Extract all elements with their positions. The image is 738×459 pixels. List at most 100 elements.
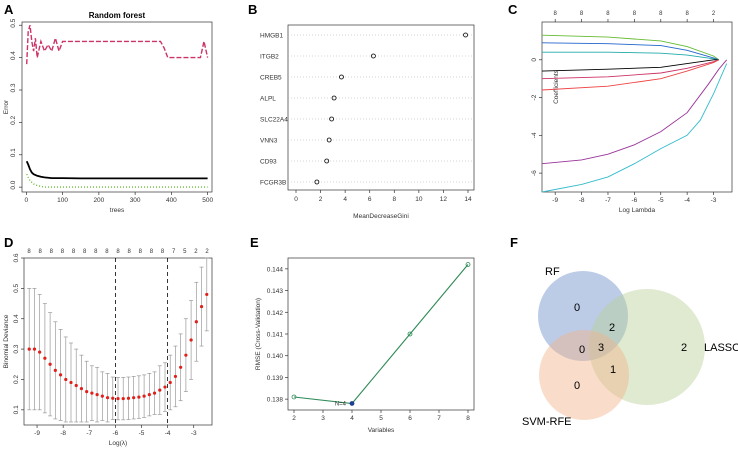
venn-region-count: 0 bbox=[574, 380, 580, 392]
panel-letter-d: D bbox=[4, 235, 13, 250]
gini-category-label: HMGB1 bbox=[260, 33, 284, 40]
plot-frame-c bbox=[541, 21, 733, 193]
panel-c-lasso-coefficients: -9 -8 -7 -6 -5 -4 -3 8 8 8 8 8 8 2 -6 -4 -2 0 Log Lambda Co… bbox=[531, 11, 733, 214]
x-tick-label-d: -6 bbox=[112, 430, 118, 437]
panel-d-lasso-cv: -9 -8 -7 -6 -5 -4 -3 8 8 8 8 8 8 8 8 8 8 8 8 8 7 5 2 2 0.1 0.2 0.3… bbox=[3, 249, 213, 447]
venn-region-count: 0 bbox=[574, 302, 580, 314]
x-tick-label-c: -4 bbox=[684, 197, 690, 204]
top-tick-label-d: 8 bbox=[27, 249, 31, 255]
y-tick-label-c: -6 bbox=[531, 170, 538, 176]
venn-region-count: 0 bbox=[579, 344, 585, 356]
coef-path-1 bbox=[541, 42, 719, 61]
venn-region-count: 2 bbox=[609, 322, 615, 334]
rmse-point bbox=[291, 394, 297, 400]
top-tick-label-c: 8 bbox=[554, 11, 558, 17]
y-axis-label-d: Binomial Deviance bbox=[3, 314, 10, 368]
gini-point bbox=[314, 179, 320, 185]
top-tick-label-d: 8 bbox=[94, 249, 98, 255]
top-tick-label-c: 2 bbox=[712, 11, 716, 17]
y-tick-label-d: 0.1 bbox=[13, 405, 20, 414]
top-tick-label-d: 8 bbox=[83, 249, 87, 255]
x-tick-label-e: 7 bbox=[437, 415, 441, 422]
x-tick-label-a: 300 bbox=[130, 197, 141, 204]
cv-point bbox=[173, 374, 178, 379]
top-tick-label-d: 2 bbox=[194, 249, 198, 255]
top-tick-label-d: 8 bbox=[139, 249, 143, 255]
cv-point bbox=[179, 365, 183, 369]
best-n-label: N=4 bbox=[335, 401, 347, 407]
venn-set-label: LASSO bbox=[704, 342, 738, 354]
top-tick-label-c: 8 bbox=[685, 11, 689, 17]
top-tick-label-d: 7 bbox=[172, 249, 176, 255]
x-tick-label-e: 8 bbox=[466, 415, 470, 422]
cv-point bbox=[126, 396, 131, 400]
cv-point bbox=[137, 395, 141, 399]
cv-point bbox=[147, 393, 151, 397]
panel-letter-a: A bbox=[4, 2, 14, 17]
x-tick-label-e: 4 bbox=[350, 415, 354, 422]
x-tick-label-b: 6 bbox=[368, 196, 372, 203]
cv-point bbox=[43, 356, 47, 360]
y-tick-label-a: 0.0 bbox=[10, 180, 17, 189]
cv-point bbox=[58, 373, 63, 377]
y-tick-label-d: 0.3 bbox=[13, 344, 20, 353]
panel-letter-f: F bbox=[510, 235, 518, 250]
gini-point bbox=[370, 53, 376, 59]
x-tick-label-c: -6 bbox=[631, 197, 637, 204]
gini-category-label: CREB5 bbox=[260, 75, 282, 82]
cv-point bbox=[205, 292, 209, 297]
top-tick-label-c: 8 bbox=[659, 11, 663, 17]
x-tick-label-b: 4 bbox=[343, 196, 347, 203]
cv-point bbox=[95, 393, 99, 397]
panel-a-random-forest: Random forest 0 100 200 300 400 500 0.0 0.1 0.2 0.… bbox=[3, 11, 213, 214]
x-tick-label-b: 8 bbox=[392, 196, 396, 203]
top-tick-label-d: 8 bbox=[127, 249, 131, 255]
x-tick-label-e: 6 bbox=[408, 415, 412, 422]
x-tick-label-d: -9 bbox=[34, 430, 40, 437]
gini-category-label: ALPL bbox=[260, 96, 276, 103]
plot-frame-e bbox=[287, 257, 475, 411]
y-tick-label-c: -2 bbox=[531, 94, 538, 100]
cv-point bbox=[79, 386, 84, 391]
gini-point bbox=[339, 74, 344, 80]
top-tick-label-d: 8 bbox=[105, 249, 109, 255]
rmse-point bbox=[349, 401, 355, 406]
coef-path-4 bbox=[541, 59, 719, 80]
x-axis-label-b: MeanDecreaseGini bbox=[353, 213, 409, 220]
gini-category-label: VNN3 bbox=[260, 138, 278, 145]
error-series-line-0 bbox=[25, 160, 208, 180]
gini-category-label: CD93 bbox=[260, 159, 277, 166]
top-tick-label-d: 2 bbox=[205, 249, 209, 255]
y-tick-label-a: 0.5 bbox=[10, 18, 17, 27]
x-tick-label-a: 200 bbox=[93, 197, 104, 204]
rmse-point bbox=[407, 331, 413, 337]
cv-point bbox=[184, 353, 188, 357]
x-tick-label-d: -8 bbox=[60, 430, 66, 437]
cv-point bbox=[74, 383, 78, 388]
gini-point bbox=[324, 158, 330, 164]
x-tick-label-b: 0 bbox=[294, 196, 298, 203]
cv-point bbox=[100, 394, 104, 398]
error-series-line-2 bbox=[26, 173, 208, 188]
y-tick-label-d: 0.4 bbox=[13, 314, 20, 323]
top-tick-label-d: 8 bbox=[116, 249, 120, 255]
x-tick-label-b: 10 bbox=[415, 196, 423, 203]
x-tick-label-d: -7 bbox=[86, 430, 92, 437]
y-tick-label-e: 0.141 bbox=[267, 332, 284, 339]
cv-point bbox=[105, 396, 110, 400]
y-tick-label-d: 0.2 bbox=[13, 375, 20, 384]
top-tick-label-c: 8 bbox=[633, 11, 637, 17]
venn-region-count: 2 bbox=[681, 342, 687, 354]
x-tick-label-a: 100 bbox=[57, 197, 68, 204]
y-tick-label-e: 0.138 bbox=[267, 397, 284, 404]
x-tick-label-c: -5 bbox=[658, 197, 664, 204]
panel-letter-b: B bbox=[248, 2, 257, 17]
venn-region-count: 1 bbox=[610, 364, 616, 376]
top-tick-label-c: 8 bbox=[606, 11, 610, 17]
cv-point bbox=[69, 380, 73, 385]
y-tick-label-a: 0.2 bbox=[10, 115, 17, 124]
venn-circle-lasso bbox=[589, 289, 705, 405]
x-tick-label-a: 400 bbox=[166, 197, 177, 204]
venn-circle-rf bbox=[538, 271, 628, 361]
